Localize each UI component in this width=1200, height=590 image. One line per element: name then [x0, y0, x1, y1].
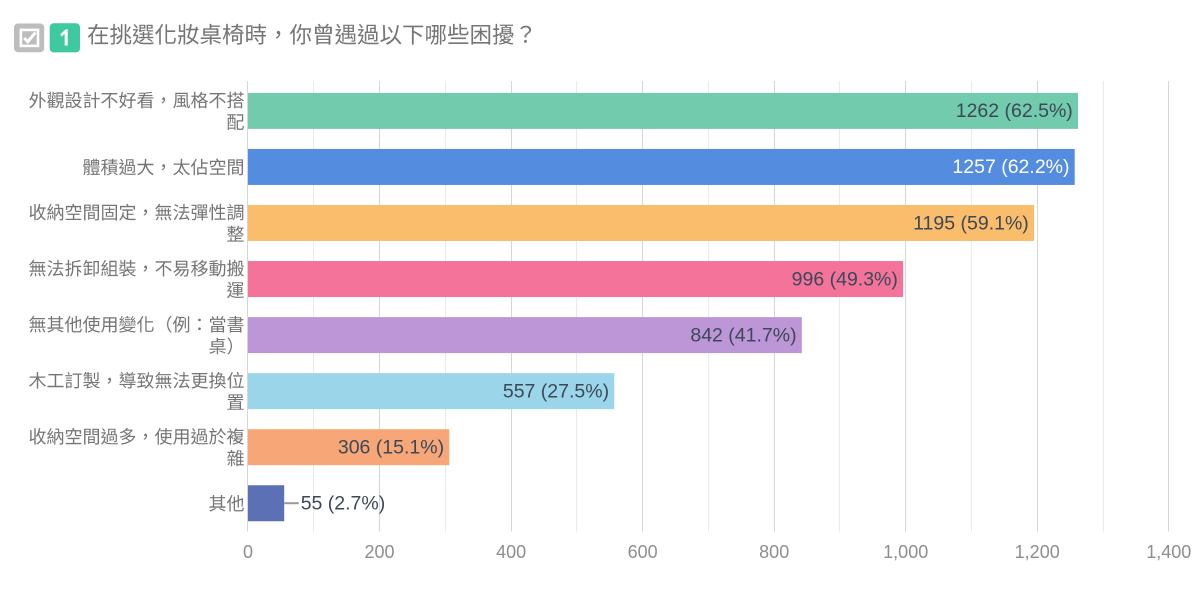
svg-text:842 (41.7%): 842 (41.7%): [690, 324, 796, 346]
svg-text:1257 (62.2%): 1257 (62.2%): [952, 156, 1069, 178]
svg-text:55 (2.7%): 55 (2.7%): [301, 493, 386, 515]
svg-text:557 (27.5%): 557 (27.5%): [503, 380, 609, 402]
svg-text:996 (49.3%): 996 (49.3%): [792, 268, 898, 290]
svg-text:1,400: 1,400: [1146, 542, 1191, 562]
svg-text:400: 400: [496, 542, 526, 562]
svg-text:1195 (59.1%): 1195 (59.1%): [913, 212, 1029, 234]
svg-text:1262 (62.5%): 1262 (62.5%): [956, 100, 1073, 122]
svg-text:200: 200: [364, 542, 394, 562]
svg-text:306 (15.1%): 306 (15.1%): [338, 437, 444, 459]
svg-text:1,000: 1,000: [883, 542, 928, 562]
svg-text:1,200: 1,200: [1015, 542, 1060, 562]
svg-text:800: 800: [759, 542, 789, 562]
svg-text:600: 600: [628, 542, 658, 562]
svg-text:0: 0: [243, 542, 253, 562]
